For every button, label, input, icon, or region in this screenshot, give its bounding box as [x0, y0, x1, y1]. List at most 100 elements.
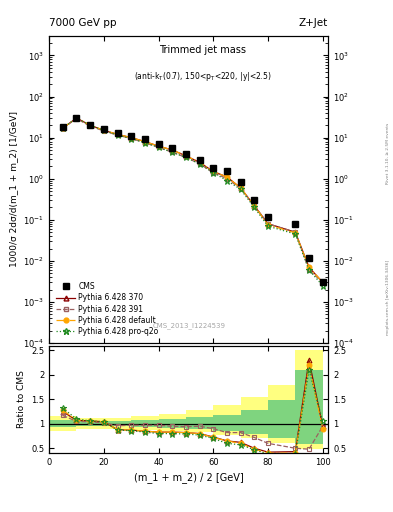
Line: Pythia 6.428 default: Pythia 6.428 default: [61, 116, 325, 285]
Pythia 6.428 default: [307, 264, 311, 270]
CMS: [224, 168, 229, 175]
Pythia 6.428 391: [74, 116, 79, 122]
Pythia 6.428 370: [129, 135, 134, 141]
Pythia 6.428 default: [170, 147, 174, 153]
Pythia 6.428 pro-q2o: [129, 136, 134, 142]
Line: Pythia 6.428 370: Pythia 6.428 370: [61, 116, 325, 285]
Pythia 6.428 pro-q2o: [115, 132, 120, 138]
Pythia 6.428 default: [197, 159, 202, 165]
Pythia 6.428 pro-q2o: [143, 140, 147, 146]
X-axis label: (m_1 + m_2) / 2 [GeV]: (m_1 + m_2) / 2 [GeV]: [134, 473, 244, 483]
CMS: [238, 179, 243, 185]
Pythia 6.428 391: [238, 185, 243, 191]
Pythia 6.428 default: [184, 153, 188, 159]
Pythia 6.428 391: [143, 140, 147, 146]
Pythia 6.428 391: [252, 203, 257, 209]
CMS: [197, 157, 202, 163]
CMS: [101, 126, 106, 132]
Pythia 6.428 pro-q2o: [266, 223, 270, 229]
Y-axis label: Ratio to CMS: Ratio to CMS: [17, 370, 26, 429]
CMS: [266, 214, 270, 220]
Pythia 6.428 pro-q2o: [293, 231, 298, 237]
Text: mcplots.cern.ch [arXiv:1306.3436]: mcplots.cern.ch [arXiv:1306.3436]: [386, 260, 390, 334]
CMS: [293, 221, 298, 227]
Pythia 6.428 391: [197, 161, 202, 167]
Pythia 6.428 default: [211, 168, 216, 175]
Pythia 6.428 370: [88, 122, 92, 129]
Pythia 6.428 pro-q2o: [197, 161, 202, 167]
Text: 7000 GeV pp: 7000 GeV pp: [49, 18, 117, 28]
Pythia 6.428 370: [293, 229, 298, 235]
CMS: [156, 141, 161, 147]
Pythia 6.428 default: [101, 127, 106, 134]
CMS: [252, 197, 257, 203]
Pythia 6.428 370: [307, 264, 311, 270]
Pythia 6.428 pro-q2o: [238, 186, 243, 193]
Pythia 6.428 default: [156, 143, 161, 149]
Pythia 6.428 default: [238, 185, 243, 191]
Pythia 6.428 370: [115, 131, 120, 137]
Pythia 6.428 pro-q2o: [74, 115, 79, 121]
CMS: [61, 124, 65, 130]
Pythia 6.428 default: [252, 203, 257, 209]
Pythia 6.428 391: [156, 144, 161, 151]
Pythia 6.428 391: [88, 123, 92, 129]
CMS: [170, 145, 174, 152]
Text: Z+Jet: Z+Jet: [299, 18, 328, 28]
Line: CMS: CMS: [60, 115, 326, 286]
Pythia 6.428 391: [224, 176, 229, 182]
Pythia 6.428 default: [74, 115, 79, 121]
Pythia 6.428 default: [61, 125, 65, 131]
Line: Pythia 6.428 391: Pythia 6.428 391: [61, 116, 325, 285]
Text: CMS_2013_I1224539: CMS_2013_I1224539: [152, 323, 225, 329]
Legend: CMS, Pythia 6.428 370, Pythia 6.428 391, Pythia 6.428 default, Pythia 6.428 pro-: CMS, Pythia 6.428 370, Pythia 6.428 391,…: [53, 279, 162, 339]
Pythia 6.428 370: [238, 185, 243, 191]
CMS: [88, 122, 92, 129]
Pythia 6.428 pro-q2o: [307, 267, 311, 273]
Pythia 6.428 370: [156, 143, 161, 149]
CMS: [143, 136, 147, 142]
Pythia 6.428 default: [115, 131, 120, 137]
Pythia 6.428 370: [252, 203, 257, 209]
Text: Rivet 3.1.10, ≥ 2.5M events: Rivet 3.1.10, ≥ 2.5M events: [386, 123, 390, 184]
Pythia 6.428 pro-q2o: [224, 178, 229, 184]
Pythia 6.428 pro-q2o: [211, 169, 216, 176]
Y-axis label: 1000/σ 2dσ/d(m_1 + m_2) [1/GeV]: 1000/σ 2dσ/d(m_1 + m_2) [1/GeV]: [9, 112, 18, 267]
Line: Pythia 6.428 pro-q2o: Pythia 6.428 pro-q2o: [60, 115, 326, 289]
Pythia 6.428 391: [266, 221, 270, 227]
Pythia 6.428 370: [211, 168, 216, 175]
Pythia 6.428 391: [307, 267, 311, 273]
CMS: [74, 115, 79, 121]
Pythia 6.428 391: [293, 229, 298, 235]
Pythia 6.428 default: [129, 135, 134, 141]
Pythia 6.428 370: [61, 125, 65, 131]
Pythia 6.428 pro-q2o: [156, 144, 161, 151]
Pythia 6.428 default: [293, 230, 298, 236]
Pythia 6.428 370: [170, 147, 174, 153]
Pythia 6.428 370: [143, 139, 147, 145]
Pythia 6.428 370: [197, 159, 202, 165]
Pythia 6.428 default: [266, 222, 270, 228]
Text: (anti-k$_\mathrm{T}$(0.7), 150<p$_\mathrm{T}$<220, |y|<2.5): (anti-k$_\mathrm{T}$(0.7), 150<p$_\mathr…: [134, 70, 272, 82]
Pythia 6.428 pro-q2o: [320, 283, 325, 289]
Pythia 6.428 pro-q2o: [88, 122, 92, 129]
Pythia 6.428 391: [101, 128, 106, 134]
Pythia 6.428 pro-q2o: [61, 125, 65, 131]
Pythia 6.428 370: [224, 174, 229, 180]
Pythia 6.428 default: [88, 122, 92, 129]
Pythia 6.428 default: [320, 279, 325, 285]
CMS: [307, 254, 311, 261]
CMS: [320, 279, 325, 285]
CMS: [211, 165, 216, 172]
Pythia 6.428 391: [61, 125, 65, 131]
CMS: [184, 151, 188, 157]
Pythia 6.428 391: [211, 169, 216, 176]
Pythia 6.428 pro-q2o: [101, 127, 106, 134]
Pythia 6.428 391: [170, 149, 174, 155]
CMS: [115, 130, 120, 136]
Pythia 6.428 391: [129, 136, 134, 142]
Pythia 6.428 default: [224, 174, 229, 180]
Pythia 6.428 370: [101, 127, 106, 134]
Pythia 6.428 370: [320, 279, 325, 285]
CMS: [129, 133, 134, 139]
